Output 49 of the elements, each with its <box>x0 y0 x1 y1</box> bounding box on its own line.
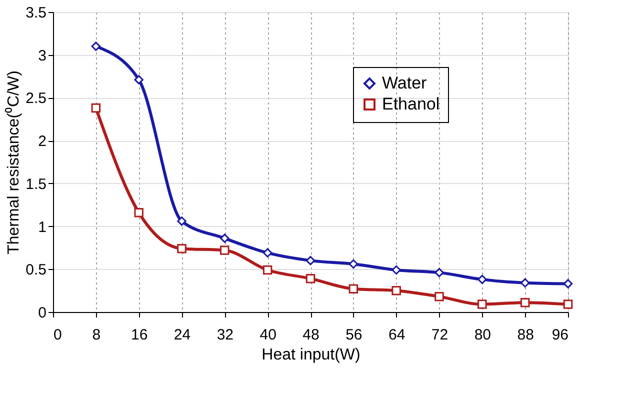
x-tick-label: 88 <box>517 326 534 344</box>
y-tick-label: 1 <box>38 218 46 236</box>
y-tick-label: 0 <box>38 304 46 322</box>
point <box>563 279 573 288</box>
point <box>262 265 272 275</box>
y-tick-label: 3 <box>38 47 46 64</box>
point <box>434 292 444 302</box>
point <box>134 75 144 84</box>
x-tick-label: 80 <box>474 326 492 344</box>
y-axis-title: Thermal resistance(⁰C/W) <box>4 70 23 254</box>
point <box>220 246 230 255</box>
x-tick-label: 40 <box>260 326 276 344</box>
point <box>306 256 316 266</box>
x-tick-label: 48 <box>302 326 320 344</box>
x-tick-label: 56 <box>346 326 362 344</box>
point <box>91 42 101 51</box>
y-tick-label: 1.5 <box>26 176 46 193</box>
point <box>306 274 316 284</box>
x-tick-label: 24 <box>174 326 191 344</box>
point <box>348 284 358 294</box>
x-tick-label: 0 <box>54 326 62 344</box>
point <box>563 300 573 309</box>
x-tick-label: 8 <box>92 326 101 344</box>
x-tick-label: 16 <box>130 326 148 344</box>
x-tick-label: 72 <box>431 326 448 344</box>
y-tick-label: 2 <box>38 133 46 150</box>
point <box>91 103 101 113</box>
x-tick-label: 64 <box>388 326 406 344</box>
point <box>392 286 401 296</box>
y-tick-label: 0.5 <box>26 262 46 279</box>
x-tick-label: 32 <box>216 326 234 344</box>
point <box>434 268 444 278</box>
point <box>220 234 230 243</box>
point <box>348 259 358 269</box>
y-tick-label: 3.5 <box>26 4 46 22</box>
point <box>520 298 530 308</box>
point <box>520 278 530 288</box>
y-tick-label: 2.5 <box>26 90 46 108</box>
legend-label: Ethanol <box>382 94 440 114</box>
point <box>262 248 272 258</box>
x-axis-title: Heat input(W) <box>262 346 360 364</box>
point <box>134 208 144 218</box>
x-tick-label: 96 <box>552 326 568 344</box>
point <box>478 274 487 284</box>
legend-label: Water <box>382 74 428 92</box>
point <box>392 265 401 275</box>
point <box>177 244 186 254</box>
point <box>478 300 487 309</box>
point <box>177 216 186 226</box>
